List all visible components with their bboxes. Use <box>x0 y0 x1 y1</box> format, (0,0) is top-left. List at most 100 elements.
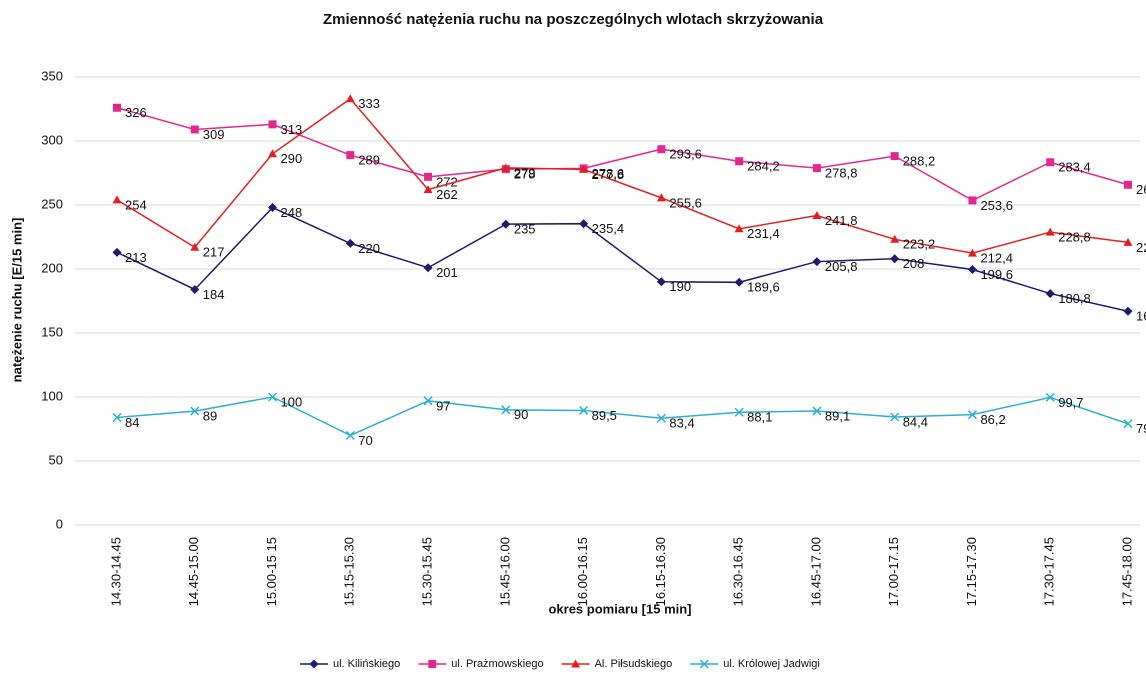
marker <box>734 277 744 287</box>
x-tick-label: 16.30-16.45 <box>731 537 746 606</box>
y-tick-label: 250 <box>41 196 63 211</box>
marker <box>268 120 277 129</box>
marker <box>699 659 709 669</box>
data-label: 254 <box>125 197 147 212</box>
data-label: 89,5 <box>592 408 617 423</box>
data-label: 89,1 <box>825 408 850 423</box>
data-label: 290 <box>281 151 303 166</box>
data-label: 201 <box>436 265 458 280</box>
marker <box>501 163 511 172</box>
marker <box>423 263 433 273</box>
marker <box>113 103 121 112</box>
data-label: 223,2 <box>903 237 936 252</box>
data-label: 99,7 <box>1058 395 1083 410</box>
y-tick-label: 0 <box>56 516 63 531</box>
data-label: 220 <box>358 241 380 256</box>
marker <box>571 659 581 668</box>
marker <box>190 242 200 251</box>
legend-label: ul. Kilińskiego <box>333 658 400 670</box>
legend: ul. Kilińskiego ul. Prażmowskiego Al. Piłs… <box>300 658 820 670</box>
data-label: 313 <box>281 122 303 137</box>
data-label: 248 <box>281 205 303 220</box>
data-label: 255,6 <box>669 195 702 210</box>
data-label: 253,6 <box>980 198 1013 213</box>
data-label: 235,4 <box>592 221 625 236</box>
x-axis-title: okres pomiaru [15 min] <box>548 601 691 616</box>
marker <box>112 412 122 423</box>
data-label: 228,8 <box>1058 230 1091 245</box>
data-label: 213 <box>125 250 147 265</box>
x-tick-label: 14.30-14.45 <box>108 537 123 606</box>
data-label: 278 <box>514 167 536 182</box>
x-tick-label: 16.00-16.15 <box>575 537 590 606</box>
marker <box>501 405 511 415</box>
marker <box>345 238 355 248</box>
marker <box>579 164 589 173</box>
data-label: 84,4 <box>903 414 928 429</box>
data-label: 83,4 <box>669 416 694 431</box>
marker <box>346 151 355 160</box>
data-label: 262 <box>436 187 458 202</box>
marker <box>268 203 278 213</box>
y-tick-label: 150 <box>41 324 63 339</box>
y-tick-label: 300 <box>41 132 63 147</box>
y-tick-label: 200 <box>41 260 63 275</box>
data-label: 293,6 <box>669 147 702 162</box>
marker <box>579 405 589 415</box>
marker <box>190 125 199 134</box>
marker <box>1124 180 1132 189</box>
marker <box>656 277 666 287</box>
data-label: 289 <box>358 153 380 168</box>
series-line <box>116 206 1129 312</box>
x-tick-label: 15.45-16.00 <box>497 537 512 606</box>
x-tick-label: 14.45-15.00 <box>186 537 201 606</box>
data-label: 190 <box>669 279 691 294</box>
marker <box>735 157 744 166</box>
data-label: 199,6 <box>980 267 1013 282</box>
x-tick-label: 17.30-17.45 <box>1042 537 1057 606</box>
data-label: 90 <box>514 407 528 422</box>
data-label: 86,2 <box>980 412 1005 427</box>
y-axis-title: natężenie ruchu [E/15 min] <box>9 218 24 383</box>
x-tick-label: 15.15-15.30 <box>342 537 357 606</box>
data-label: 100 <box>281 394 303 409</box>
marker <box>501 219 511 229</box>
data-label: 241,8 <box>825 213 858 228</box>
x-tick-label: 17.45-18.00 <box>1119 537 1134 606</box>
marker <box>424 172 433 181</box>
data-label: 277,8 <box>592 167 625 182</box>
data-label: 220,8 <box>1136 240 1146 255</box>
marker <box>657 145 666 154</box>
data-label: 279 <box>514 165 536 180</box>
marker <box>345 94 355 103</box>
marker <box>190 406 200 416</box>
marker <box>734 407 744 417</box>
marker <box>967 265 977 275</box>
y-tick-label: 50 <box>49 452 63 467</box>
marker <box>656 193 666 202</box>
data-label: 217 <box>203 245 225 260</box>
marker <box>812 210 822 219</box>
marker <box>812 406 822 416</box>
marker <box>1123 237 1133 246</box>
marker <box>345 430 355 440</box>
data-label: 97 <box>436 398 450 413</box>
data-label: 278,6 <box>592 166 625 181</box>
data-label: 278,8 <box>825 166 858 181</box>
data-label: 212,4 <box>980 251 1013 266</box>
data-label: 235 <box>514 222 536 237</box>
chart-title: Zmienność natężenia ruchu na poszczególn… <box>323 11 824 28</box>
marker <box>423 185 433 194</box>
marker <box>309 659 319 669</box>
data-label: 283,4 <box>1058 160 1091 175</box>
data-label: 84 <box>125 415 139 430</box>
data-label: 333 <box>358 96 380 111</box>
x-tick-label: 16.15-16.30 <box>653 537 668 606</box>
marker <box>1045 392 1055 402</box>
marker <box>812 164 821 173</box>
marker <box>423 396 433 406</box>
marker <box>112 247 122 257</box>
marker <box>812 257 822 267</box>
x-tick-label: 16.45-17.00 <box>808 537 823 606</box>
marker <box>890 152 899 161</box>
